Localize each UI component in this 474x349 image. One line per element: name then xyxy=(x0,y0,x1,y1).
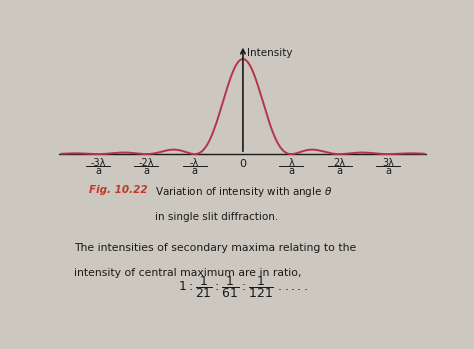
Text: Variation of intensity with angle $\theta$: Variation of intensity with angle $\thet… xyxy=(155,185,332,199)
Text: -λ: -λ xyxy=(190,158,199,168)
Text: λ: λ xyxy=(288,158,294,168)
Text: $1:\dfrac{1}{21}:\dfrac{1}{61}:\dfrac{1}{121}\ .....$: $1:\dfrac{1}{21}:\dfrac{1}{61}:\dfrac{1}… xyxy=(178,274,308,300)
Text: in single slit diffraction.: in single slit diffraction. xyxy=(155,212,278,222)
Text: 2λ: 2λ xyxy=(334,158,346,168)
Text: Intensity: Intensity xyxy=(247,47,292,58)
Text: -2λ: -2λ xyxy=(138,158,154,168)
Text: intensity of central maximum are in ratio,: intensity of central maximum are in rati… xyxy=(74,268,301,278)
Text: a: a xyxy=(337,166,343,177)
Text: a: a xyxy=(143,166,149,177)
Text: Fig. 10.22: Fig. 10.22 xyxy=(89,185,147,195)
Text: 3λ: 3λ xyxy=(382,158,394,168)
Text: -3λ: -3λ xyxy=(90,158,106,168)
Text: a: a xyxy=(288,166,294,177)
Text: The intensities of secondary maxima relating to the: The intensities of secondary maxima rela… xyxy=(74,243,356,253)
Text: 0: 0 xyxy=(239,159,246,169)
Text: a: a xyxy=(191,166,198,177)
Text: a: a xyxy=(385,166,391,177)
Text: a: a xyxy=(95,166,101,177)
